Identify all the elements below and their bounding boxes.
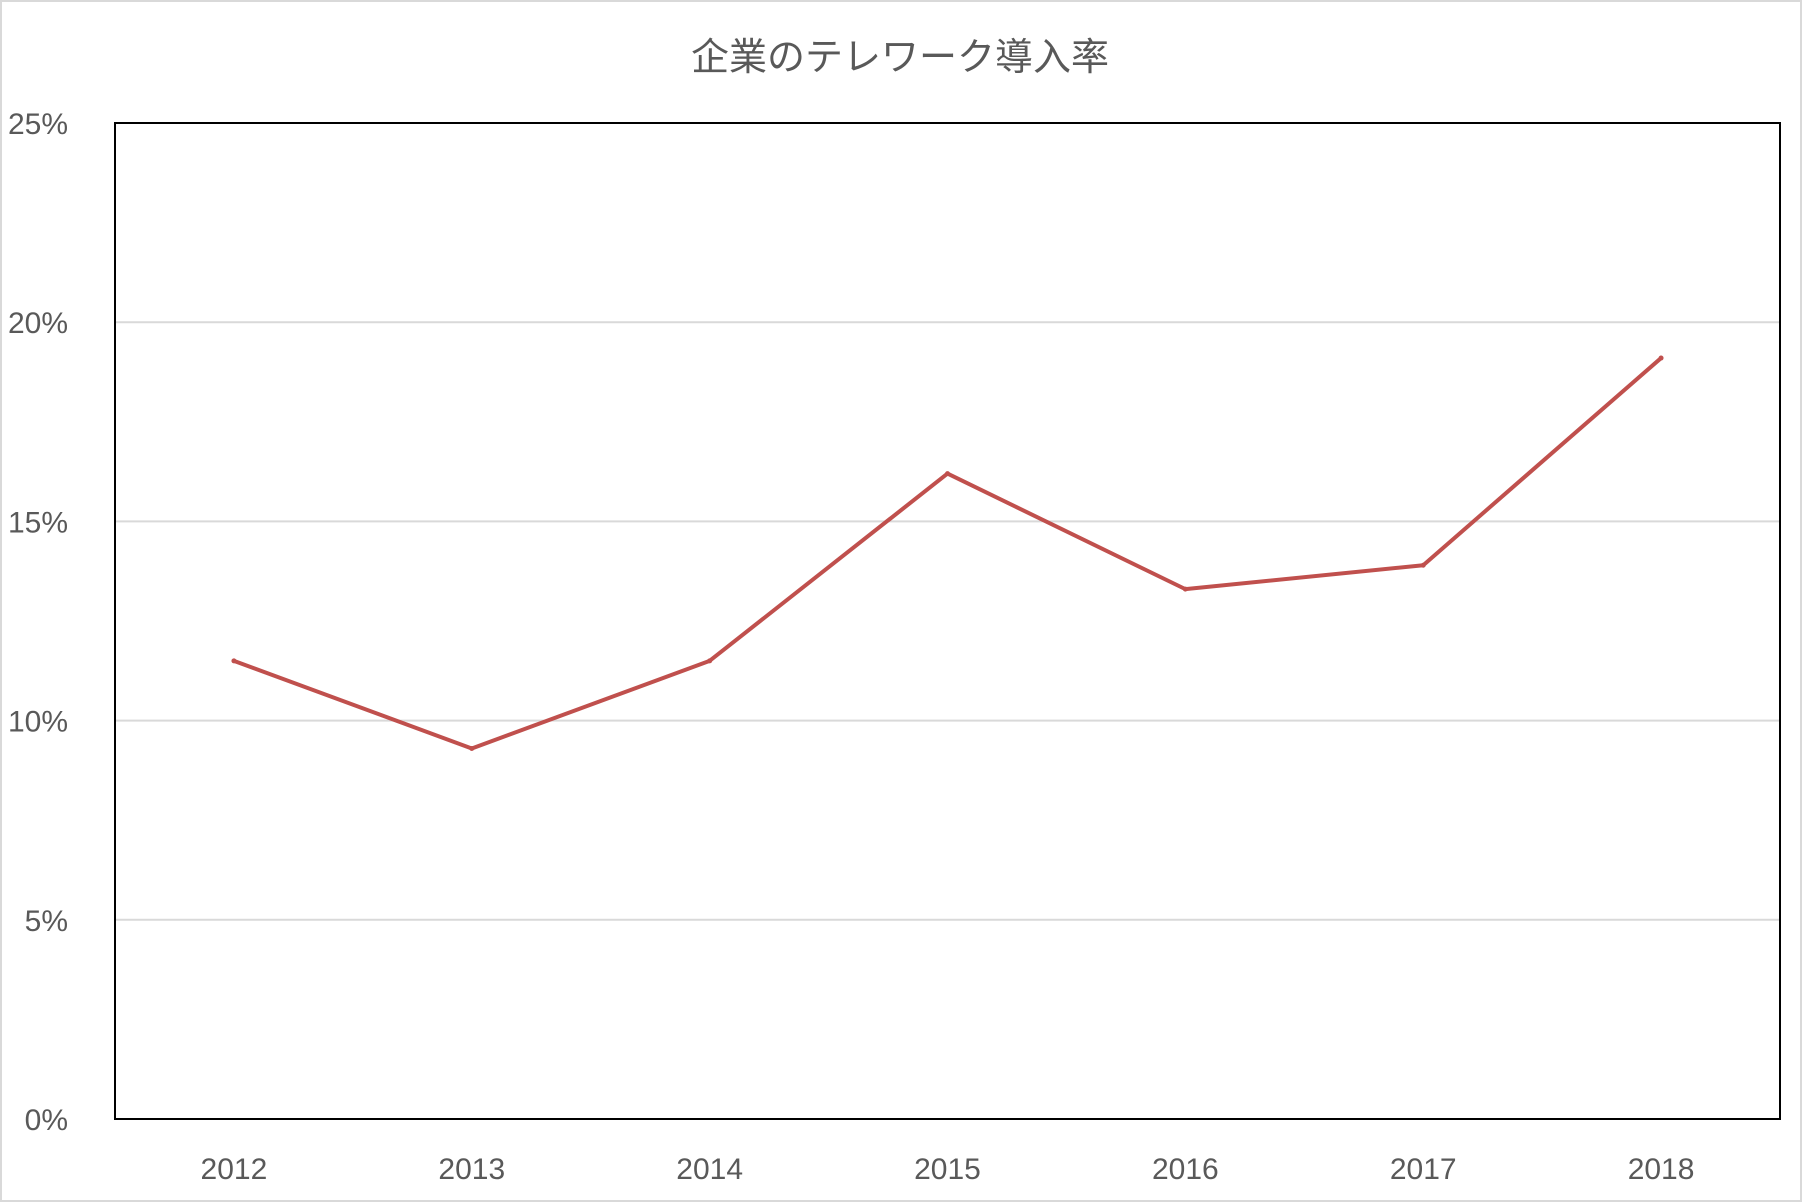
data-point <box>945 471 950 477</box>
data-point <box>231 658 237 664</box>
x-tick-label: 2013 <box>438 1153 505 1186</box>
series-line <box>231 356 1664 751</box>
y-tick-label: 25% <box>8 108 68 141</box>
x-tick-label: 2012 <box>201 1153 268 1186</box>
x-axis-tick-labels: 2012 2013 2014 2015 2016 2017 2018 <box>201 1153 1695 1186</box>
x-tick-label: 2015 <box>914 1153 981 1186</box>
data-point <box>707 658 713 664</box>
chart-title: 企業のテレワーク導入率 <box>691 35 1109 79</box>
y-tick-label: 10% <box>8 706 68 739</box>
x-tick-label: 2018 <box>1628 1153 1695 1186</box>
y-tick-label: 15% <box>8 506 68 539</box>
gridlines <box>115 321 1780 921</box>
plot-area-frame <box>114 122 1781 1120</box>
x-tick-label: 2016 <box>1152 1153 1219 1186</box>
y-tick-label: 20% <box>8 307 68 340</box>
series-layer <box>231 355 1664 751</box>
x-tick-label: 2014 <box>676 1153 743 1186</box>
y-tick-label: 0% <box>25 1104 68 1137</box>
data-point <box>1420 562 1426 568</box>
y-tick-label: 5% <box>25 905 68 938</box>
x-tick-label: 2017 <box>1390 1153 1457 1186</box>
y-axis-tick-labels: 0% 5% 10% 15% 20% 25% <box>8 108 68 1137</box>
data-point <box>1182 586 1188 592</box>
data-point <box>469 745 475 751</box>
data-point <box>1658 355 1664 361</box>
